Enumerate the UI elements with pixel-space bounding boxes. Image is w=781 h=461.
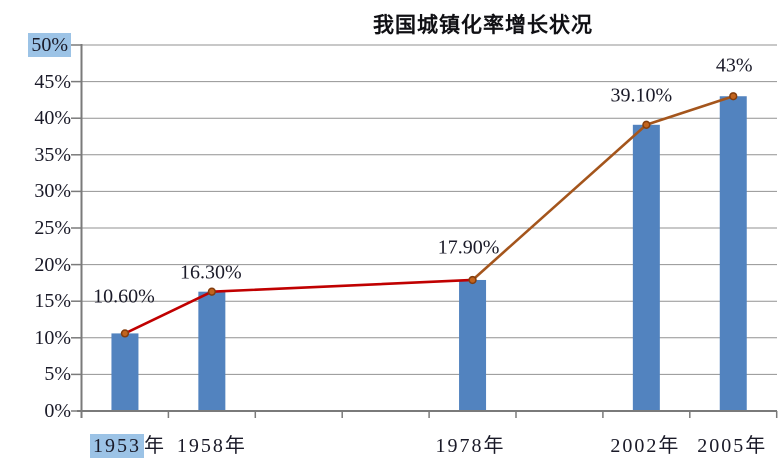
y-axis-label: 10% — [34, 326, 71, 349]
data-label: 43% — [715, 54, 753, 77]
x-axis-label: 1978年 — [435, 435, 506, 457]
y-axis-label: 45% — [34, 70, 71, 93]
text-selection-highlight: 1953 — [89, 434, 144, 458]
y-axis-label: 40% — [34, 107, 71, 130]
y-axis-label: 25% — [34, 217, 71, 239]
line-marker-2002年[interactable] — [642, 120, 651, 129]
y-axis-label: 20% — [34, 253, 71, 276]
bar-1958年[interactable] — [198, 291, 226, 411]
x-axis-label: 2002年 — [610, 435, 681, 457]
data-label: 39.10% — [610, 84, 673, 107]
bar-2005年[interactable] — [719, 96, 747, 412]
x-axis-label: 2005年 — [697, 435, 768, 457]
y-axis-label: 15% — [34, 290, 71, 313]
line-marker-2005年[interactable] — [729, 92, 738, 101]
bar-1953年[interactable] — [111, 333, 139, 411]
line-segment[interactable] — [471, 123, 648, 282]
data-label: 10.60% — [93, 285, 155, 308]
line-marker-1953年[interactable] — [120, 329, 130, 338]
data-label: 17.90% — [437, 236, 500, 259]
line-segment[interactable] — [123, 290, 214, 335]
line-marker-1978年[interactable] — [468, 275, 477, 285]
bar-2002年[interactable] — [632, 124, 660, 412]
data-label: 16.30% — [180, 261, 242, 284]
bar-1978年[interactable] — [459, 279, 487, 411]
x-axis-label: 1958年 — [176, 435, 247, 457]
chart-title: 我国城镇化率增长状况 — [373, 13, 593, 37]
line-marker-1958年[interactable] — [207, 287, 217, 296]
x-axis-label: 1953 年 — [89, 429, 166, 458]
y-axis-label: 35% — [34, 143, 71, 166]
y-axis-label: 30% — [34, 180, 71, 203]
y-axis-label: 0% — [44, 400, 71, 422]
text-selection-highlight: 50% — [28, 33, 71, 57]
y-axis-label: 5% — [44, 363, 71, 386]
y-axis-label: 50% — [0, 33, 71, 57]
line-segment[interactable] — [645, 94, 735, 127]
line-segment[interactable] — [210, 278, 474, 293]
